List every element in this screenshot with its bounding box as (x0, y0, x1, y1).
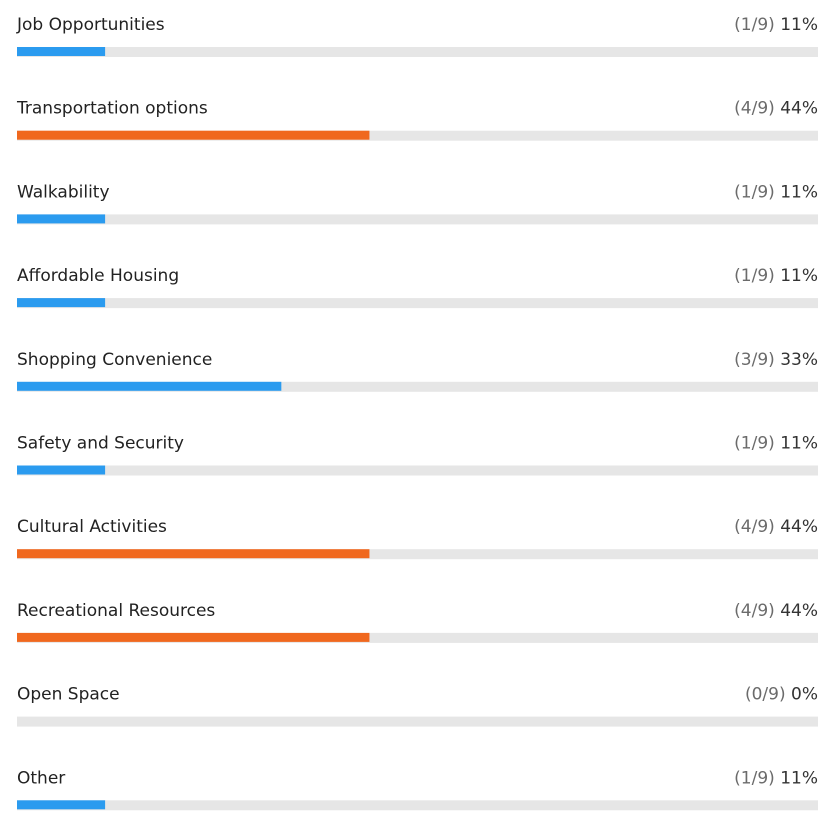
poll-option: Safety and Security (1/9) 11% (17, 434, 818, 476)
option-result: (0/9) 0% (745, 685, 818, 705)
bar-track (17, 214, 818, 225)
option-result: (3/9) 33% (734, 350, 818, 370)
percent-label: 11% (780, 15, 818, 35)
count-label: (3/9) (734, 350, 775, 370)
poll-option: Transportation options (4/9) 44% (16, 99, 818, 141)
count-label: (0/9) (745, 685, 786, 705)
option-result: (1/9) 11% (734, 266, 818, 286)
bar-track (17, 130, 818, 141)
bar-track (17, 465, 818, 476)
poll-option: Affordable Housing (1/9) 11% (17, 266, 818, 309)
option-label: Recreational Resources (17, 601, 215, 621)
option-result: (1/9) 11% (734, 182, 818, 202)
percent-label: 44% (780, 601, 818, 621)
poll-option: Cultural Activities (4/9) 44% (17, 517, 818, 560)
count-label: (1/9) (734, 15, 775, 35)
count-label: (1/9) (734, 768, 775, 788)
option-label: Open Space (17, 685, 120, 705)
percent-label: 0% (791, 685, 818, 705)
poll-option: Recreational Resources (4/9) 44% (17, 601, 818, 643)
bar (17, 214, 106, 224)
percent-label: 11% (780, 266, 818, 286)
bar-track (17, 632, 818, 643)
poll-option: Open Space (0/9) 0% (17, 685, 818, 727)
bar (17, 381, 282, 391)
option-result: (4/9) 44% (734, 99, 818, 119)
poll-option: Walkability (1/9) 11% (17, 182, 818, 225)
bar-track (17, 549, 818, 560)
percent-label: 11% (780, 182, 818, 202)
option-label: Transportation options (16, 99, 208, 119)
option-label: Walkability (17, 182, 110, 202)
option-label: Other (17, 768, 65, 788)
percent-label: 11% (780, 768, 818, 788)
count-label: (1/9) (734, 434, 775, 454)
count-label: (4/9) (734, 601, 775, 621)
bar (17, 800, 106, 810)
count-label: (4/9) (734, 99, 775, 119)
poll-option: Other (1/9) 11% (17, 768, 818, 811)
option-result: (1/9) 11% (734, 15, 818, 35)
poll-option: Shopping Convenience (3/9) 33% (17, 350, 818, 392)
bar (17, 549, 370, 559)
bar (17, 632, 370, 642)
option-label: Safety and Security (17, 434, 184, 454)
bar (17, 130, 370, 140)
option-label: Job Opportunities (16, 15, 165, 35)
bar-track (17, 381, 818, 392)
bar-track (17, 800, 818, 811)
bar-track (17, 298, 818, 309)
bar (17, 298, 106, 308)
bar-track (17, 47, 818, 57)
option-label: Cultural Activities (17, 517, 167, 537)
bar (17, 465, 106, 475)
option-result: (1/9) 11% (734, 434, 818, 454)
option-result: (1/9) 11% (734, 768, 818, 788)
count-label: (4/9) (734, 517, 775, 537)
poll-option: Job Opportunities (1/9) 11% (16, 15, 818, 57)
option-label: Shopping Convenience (17, 350, 212, 370)
count-label: (1/9) (734, 266, 775, 286)
percent-label: 44% (780, 517, 818, 537)
percent-label: 11% (780, 434, 818, 454)
option-result: (4/9) 44% (734, 601, 818, 621)
count-label: (1/9) (734, 182, 775, 202)
option-label: Affordable Housing (17, 266, 179, 286)
percent-label: 44% (780, 99, 818, 119)
percent-label: 33% (780, 350, 818, 370)
bar-track (17, 716, 818, 727)
bar (17, 47, 106, 56)
option-result: (4/9) 44% (734, 517, 818, 537)
